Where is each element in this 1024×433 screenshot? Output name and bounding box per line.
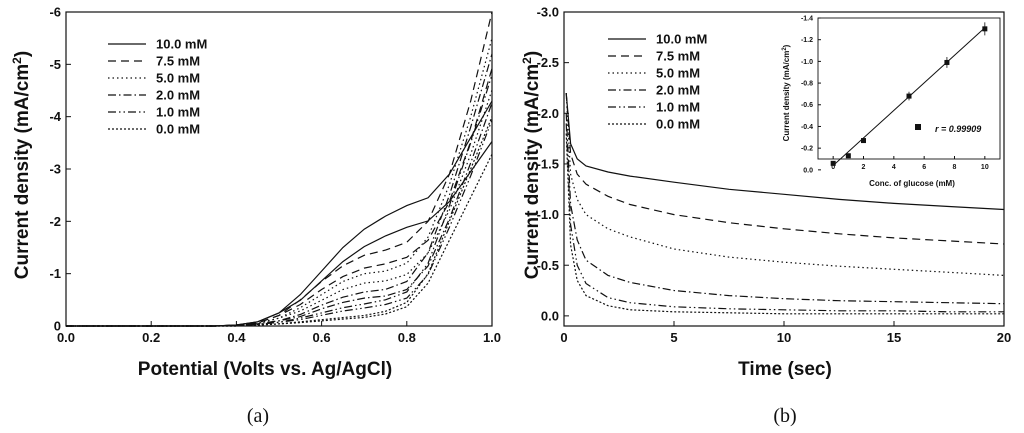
a-y-tick-label-0: 0 [54,319,61,334]
chart-a-axes: 0.0 0.2 0.4 0.6 0.8 1.0 0 -1 -2 -3 -4 -5 -6 [49,5,501,345]
b-x-tick-label-4: 20 [997,330,1011,345]
b-y-tick-label-3: -1.5 [537,156,559,171]
a-y-tick-label-3: -3 [49,162,61,177]
inset-axes: 0 2 4 6 8 10 0.0 -0.2 -0.4 -0.6 -0.8 -1.0 -1.2 -1.4 [801,15,1001,174]
inset-y-axis-label: Current density (mA/cm2) [782,44,791,141]
a-x-tick-label-3: 0.6 [313,330,331,345]
chart-a: 0.0 0.2 0.4 0.6 0.8 1.0 0 -1 -2 -3 -4 -5 -6 10.0 mM 7… [10,5,501,427]
c-x-tick-label-5: 10 [981,164,989,171]
inset-chart: 0 2 4 6 8 10 0.0 -0.2 -0.4 -0.6 -0.8 -1.0 -1.2 -1.4 C… [782,15,1001,188]
b-series-line-0 [565,92,1005,211]
a-series-line-4 [66,74,493,327]
b-x-tick-label-3: 15 [887,330,901,345]
panel-label-a: (a) [247,405,269,427]
a-legend-label-4: 1.0 mM [156,105,200,120]
a-series-line-2 [66,38,493,327]
b-legend-label-4: 1.0 mM [656,100,700,115]
b-legend-label-3: 2.0 mM [656,83,700,98]
c-x-tick-label-2: 4 [892,164,896,171]
b-y-tick-label-0: 0.0 [541,308,559,323]
c-x-tick-label-0: 0 [831,164,835,171]
c-y-tick-label-0: 0.0 [803,167,813,174]
inset-annotation-marker [915,124,921,130]
b-y-tick-label-2: -1.0 [537,207,559,222]
c-y-tick-label-6: -1.2 [801,37,813,44]
b-series-line-1 [565,92,1005,245]
chart-b-y-axis-label: Current density (mA/cm2) [520,51,543,279]
b-series-line-2 [565,92,1005,276]
c-y-tick-label-2: -0.4 [801,124,813,131]
b-y-tick-label-1: -0.5 [537,258,559,273]
a-y-tick-label-1: -1 [49,266,61,281]
a-legend-label-2: 5.0 mM [156,71,200,86]
b-x-tick-label-1: 5 [670,330,677,345]
a-legend-label-0: 10.0 mM [156,37,207,52]
chart-a-plot-area [66,11,493,327]
a-x-tick-label-0: 0.0 [57,330,75,345]
a-y-tick-label-6: -6 [49,5,61,20]
a-y-tick-label-5: -5 [49,57,61,72]
a-series-return-2 [66,89,493,327]
a-series-return-0 [66,141,493,327]
b-legend-label-2: 5.0 mM [656,66,700,81]
c-y-tick-label-7: -1.4 [801,15,813,22]
c-x-tick-label-4: 8 [953,164,957,171]
chart-b: 0 5 10 15 200.0-0.5-1.0-1.5-2.0-2.5-3.0 10.0… [520,5,1011,427]
b-y-tick-label-4: -2.0 [537,106,559,121]
chart-b-plot-area [565,92,1005,315]
inset-data-point-2 [861,138,866,144]
inset-background [795,18,1000,173]
chart-b-axes: 0 5 10 15 200.0-0.5-1.0-1.5-2.0-2.5-3.0 [537,5,1012,345]
a-x-tick-label-2: 0.4 [227,330,246,345]
a-legend-label-5: 0.0 mM [156,122,200,137]
inset-plot-area [830,22,988,166]
c-x-tick-label-1: 2 [862,164,866,171]
inset-data-point-5 [982,26,988,32]
b-x-tick-label-0: 0 [560,330,567,345]
inset-data-point-0 [830,160,836,166]
a-y-tick-label-4: -4 [49,109,61,124]
b-x-tick-label-2: 10 [777,330,791,345]
inset-data-point-3 [906,93,912,99]
c-y-tick-label-4: -0.8 [801,81,813,88]
a-y-tick-label-2: -2 [49,214,61,229]
b-y-tick-label-5: -2.5 [537,55,559,70]
a-x-tick-label-1: 0.2 [142,330,160,345]
c-y-tick-label-1: -0.2 [801,146,813,153]
chart-b-legend: 10.0 mM 7.5 mM 5.0 mM 2.0 mM 1.0 mM 0.0 mM [608,32,707,132]
b-legend-label-0: 10.0 mM [656,32,707,47]
b-legend-label-5: 0.0 mM [656,117,700,132]
inset-data-point-4 [944,59,950,65]
c-frame [817,17,1001,160]
a-series-line-1 [66,11,493,327]
a-legend-label-1: 7.5 mM [156,54,200,69]
c-x-tick-label-3: 6 [922,164,926,171]
a-series-return-4 [66,119,493,327]
chart-a-y-axis-label: Current density (mA/cm2) [10,51,33,279]
chart-a-x-axis-label: Potential (Volts vs. Ag/AgCl) [138,359,392,380]
a-series-line-0 [66,100,493,327]
a-series-return-3 [66,102,493,327]
a-legend-label-3: 2.0 mM [156,88,200,103]
c-y-tick-label-5: -1.0 [801,59,813,66]
b-series-line-4 [565,123,1004,313]
b-series-line-3 [565,113,1005,305]
b-y-tick-label-6: -3.0 [537,5,559,20]
chart-a-legend: 10.0 mM 7.5 mM 5.0 mM 2.0 mM 1.0 mM 0.0 mM [108,37,207,137]
b-legend-label-1: 7.5 mM [656,49,700,64]
inset-x-axis-label: Conc. of glucose (mM) [869,179,955,188]
a-x-tick-label-5: 1.0 [483,330,501,345]
inset-correlation-annotation: r = 0.99909 [935,124,981,134]
inset-data-point-1 [845,153,851,159]
a-x-tick-label-4: 0.8 [398,330,416,345]
panel-label-b: (b) [773,405,796,427]
a-frame [65,11,493,327]
chart-b-x-axis-label: Time (sec) [738,359,832,380]
c-y-tick-label-3: -0.6 [801,102,813,109]
